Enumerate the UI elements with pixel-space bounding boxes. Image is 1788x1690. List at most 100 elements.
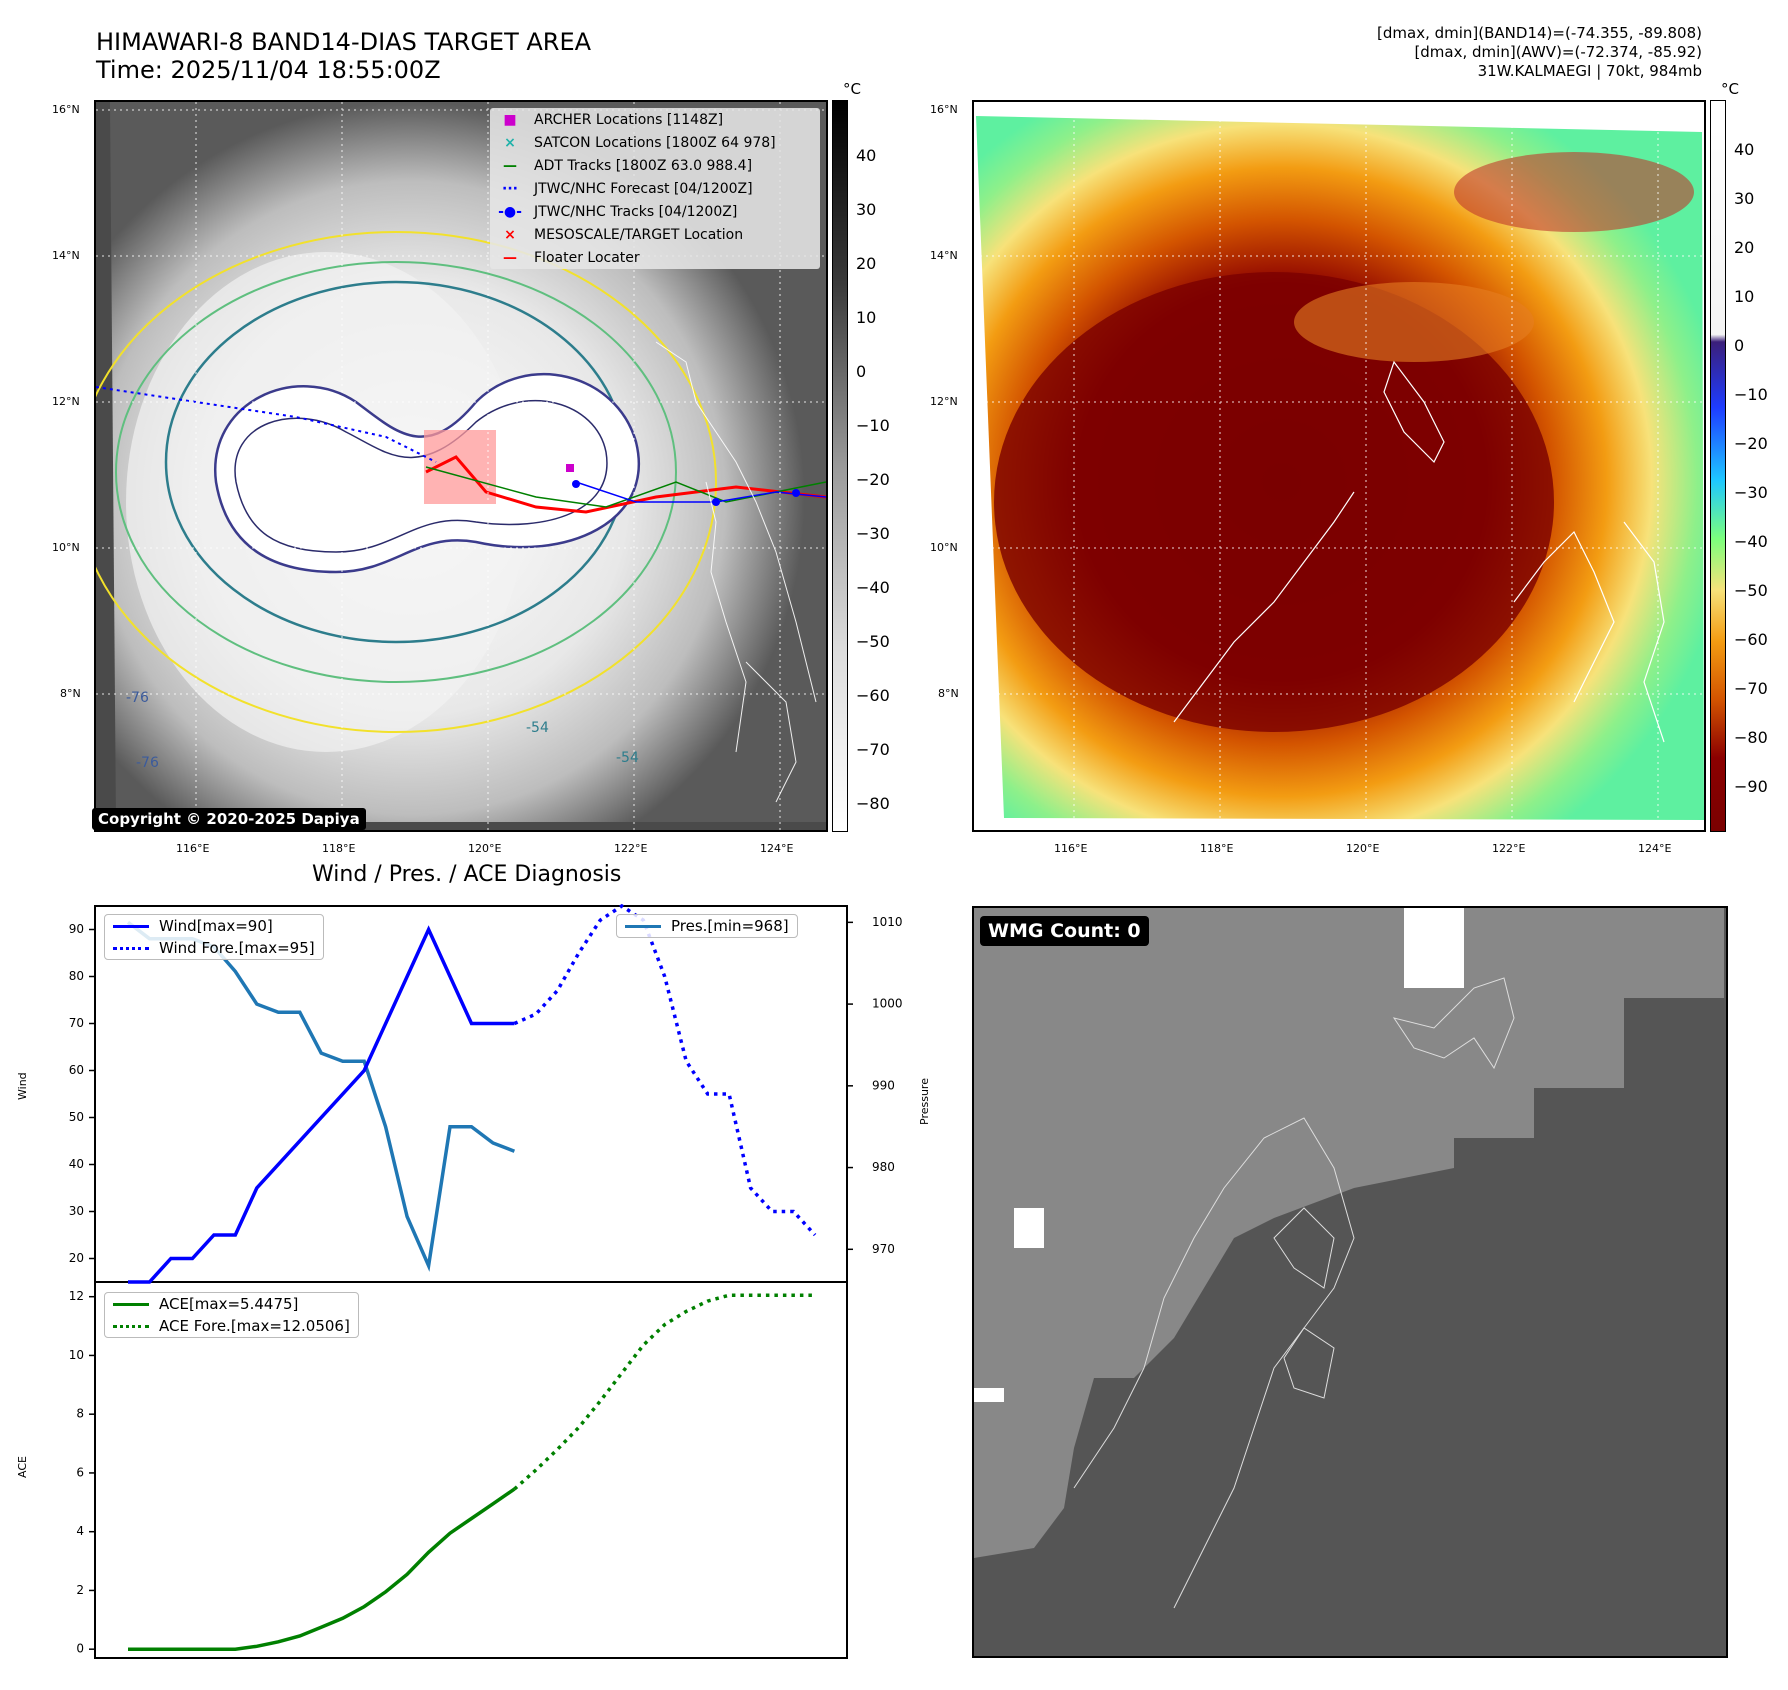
axis-tick-label: 90 (69, 922, 84, 936)
contour-label: -76 (136, 755, 159, 771)
x-marker-icon: × (504, 226, 516, 243)
copyright-badge: Copyright © 2020-2025 Dapiya (92, 808, 366, 830)
colorbar-tick: −20 (1734, 434, 1768, 453)
lat-label: 14°N (930, 249, 958, 262)
lat-label: 8°N (60, 687, 81, 700)
pressure-line (126, 920, 516, 1272)
solid-line-icon (113, 1302, 149, 1306)
axis-tick-label: 70 (69, 1016, 84, 1030)
info-awv: [dmax, dmin](AWV)=(-72.374, -85.92) (1414, 43, 1702, 61)
colorbar-tick: 20 (1734, 238, 1755, 257)
wind-line (128, 925, 515, 1284)
colorbar-tick: −40 (1734, 532, 1768, 551)
axis-tick-label: 8 (76, 1407, 84, 1421)
lat-label: 16°N (52, 103, 80, 116)
axis-tick-label: 12 (69, 1289, 84, 1303)
colorbar-unit: °C (843, 80, 861, 98)
lat-label: 16°N (930, 103, 958, 116)
lon-label: 118°E (1200, 842, 1234, 855)
legend-item-adt: — ADT Tracks [1800Z 63.0 988.4] (490, 154, 820, 177)
colorbar-tick: −40 (856, 578, 890, 597)
colorbar-tick: 10 (856, 308, 877, 327)
legend-item-wind: Wind[max=90] (105, 915, 323, 937)
axis-tick-label: 2 (76, 1583, 84, 1597)
square-marker-icon: ■ (503, 111, 517, 128)
lon-label: 122°E (614, 842, 648, 855)
wmg-panel (972, 906, 1728, 1658)
wind-legend: Wind[max=90] Wind Fore.[max=95] (104, 914, 324, 960)
colorbar-tick: −30 (856, 524, 890, 543)
axis-tick-label: 980 (872, 1160, 895, 1174)
colorbar-ir (1710, 100, 1726, 832)
solid-line-icon (113, 924, 149, 928)
colorbar-tick: 20 (856, 254, 877, 273)
legend-item-archer: ■ ARCHER Locations [1148Z] (490, 108, 820, 131)
colorbar-unit: °C (1721, 80, 1739, 98)
colorbar-tick: −70 (856, 740, 890, 759)
colorbar-tick: 40 (856, 146, 877, 165)
axis-tick-label: 40 (69, 1157, 84, 1171)
ace-series-group (128, 1293, 815, 1651)
dotted-line-icon: ··· (502, 180, 518, 197)
axis-tick-label: 4 (76, 1524, 84, 1538)
legend-item-mesoscale: × MESOSCALE/TARGET Location (490, 223, 820, 246)
ace-legend: ACE[max=5.4475] ACE Fore.[max=12.0506] (104, 1292, 359, 1338)
lat-label: 10°N (930, 541, 958, 554)
colorbar-tick: −30 (1734, 483, 1768, 502)
color-ir-map-panel (972, 100, 1706, 832)
ace-plot-frame (94, 1281, 848, 1659)
contour-label: -76 (126, 690, 149, 706)
colorbar-tick: −70 (1734, 679, 1768, 698)
colorbar-tick: 0 (856, 362, 867, 381)
figure-time: Time: 2025/11/04 18:55:00Z (96, 56, 441, 84)
dotted-line-icon (113, 1324, 149, 1328)
dotted-line-icon (113, 946, 149, 950)
line-marker-icon: — (503, 157, 517, 174)
wind-series-group (126, 903, 817, 1284)
colorbar-tick: −90 (1734, 777, 1768, 796)
lat-label: 14°N (52, 249, 80, 262)
colorbar-tick: 40 (1734, 140, 1755, 159)
tick-group: 20 30 40 50 60 70 80 90 970 980 990 1000 1010 0 2 4 6 8 10… (69, 915, 903, 1656)
lon-label: 120°E (468, 842, 502, 855)
lat-label: 10°N (52, 541, 80, 554)
contour-label: -54 (616, 750, 639, 766)
colorbar-tick: −50 (1734, 581, 1768, 600)
colorbar-tick: 30 (1734, 189, 1755, 208)
axis-tick-label: 30 (69, 1204, 84, 1218)
colorbar-tick: 30 (856, 200, 877, 219)
lon-label: 124°E (760, 842, 794, 855)
axis-tick-label: 6 (76, 1465, 84, 1479)
ace-forecast-line (513, 1293, 815, 1491)
ace-line (128, 1487, 516, 1651)
info-band14: [dmax, dmin](BAND14)=(-74.355, -89.808) (1377, 24, 1702, 42)
wmg-image (974, 908, 1724, 1609)
colorbar-tick: 10 (1734, 287, 1755, 306)
legend-item-wind-forecast: Wind Fore.[max=95] (105, 937, 323, 959)
legend-item-satcon: × SATCON Locations [1800Z 64 978] (490, 131, 820, 154)
lon-label: 120°E (1346, 842, 1380, 855)
chart-title: Wind / Pres. / ACE Diagnosis (312, 862, 622, 887)
wind-plot-frame (94, 905, 848, 1283)
colorbar-tick: −50 (856, 632, 890, 651)
dot-line-icon: -●- (498, 203, 522, 220)
pressure-legend: Pres.[min=968] (616, 914, 798, 938)
lon-label: 116°E (1054, 842, 1088, 855)
legend-item-ace: ACE[max=5.4475] (105, 1293, 358, 1315)
colorbar-tick: −10 (1734, 385, 1768, 404)
axis-tick-label: 990 (872, 1078, 895, 1092)
solid-line-icon (625, 924, 661, 928)
colorbar-tick: −10 (856, 416, 890, 435)
axis-tick-label: 1000 (872, 997, 903, 1011)
colorbar-tick: −60 (1734, 630, 1768, 649)
lon-label: 116°E (176, 842, 210, 855)
legend-item-jtwc-forecast: ··· JTWC/NHC Forecast [04/1200Z] (490, 177, 820, 200)
lat-label: 12°N (52, 395, 80, 408)
lat-label: 12°N (930, 395, 958, 408)
axis-tick-label: 970 (872, 1242, 895, 1256)
axis-tick-label: 1010 (872, 915, 903, 929)
axis-tick-label: 60 (69, 1063, 84, 1077)
colorbar-grayscale (832, 100, 848, 832)
axis-tick-label: 0 (76, 1642, 84, 1656)
